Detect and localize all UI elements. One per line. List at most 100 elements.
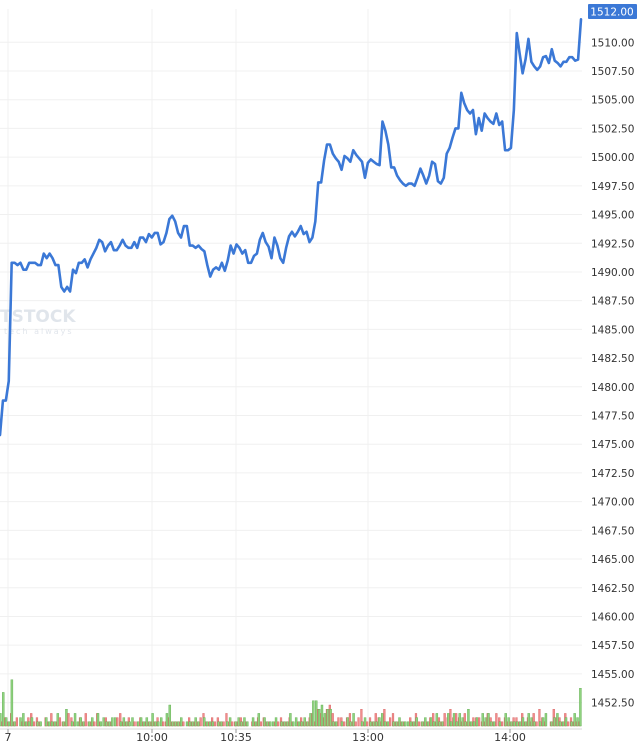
volume-bar-up bbox=[62, 721, 65, 727]
y-tick-label: 1472.50 bbox=[591, 468, 634, 480]
volume-bar-up bbox=[139, 717, 143, 727]
volume-bar-down bbox=[116, 717, 119, 727]
volume-bar-up bbox=[79, 717, 83, 727]
volume-bar-up bbox=[516, 721, 519, 727]
volume-bar-up bbox=[271, 721, 275, 727]
y-tick-label: 1452.50 bbox=[591, 698, 634, 710]
volume-bar-up bbox=[435, 713, 439, 727]
volume-bar-up bbox=[427, 721, 430, 727]
volume-bar-up bbox=[406, 721, 410, 727]
volume-bar-up bbox=[151, 713, 154, 727]
volume-bar-up bbox=[122, 717, 126, 727]
volume-bar-down bbox=[337, 717, 340, 727]
volume-bar-up bbox=[464, 721, 467, 727]
volume-bar-down bbox=[259, 721, 263, 727]
volume-bar-up bbox=[22, 713, 25, 727]
volume-bar-up bbox=[119, 721, 123, 727]
last-price-label: 1512.00 bbox=[590, 7, 633, 19]
volume-bar-up bbox=[458, 713, 462, 727]
volume-bar-up bbox=[7, 721, 11, 727]
volume-bar-up bbox=[263, 717, 266, 727]
volume-bar-up bbox=[48, 721, 51, 727]
volume-bar-up bbox=[185, 721, 189, 727]
volume-bar-up bbox=[564, 717, 568, 727]
volume-bar-up bbox=[148, 721, 151, 727]
volume-bar-up bbox=[518, 721, 522, 727]
volume-bar-up bbox=[237, 717, 240, 727]
volume-bar-up bbox=[208, 721, 212, 727]
volume-bar-up bbox=[432, 721, 436, 727]
volume-bar-down bbox=[389, 717, 392, 727]
volume-bar-up bbox=[470, 721, 473, 727]
y-tick-label: 1470.00 bbox=[591, 497, 634, 509]
y-tick-label: 1467.50 bbox=[591, 525, 634, 537]
volume-bar-down bbox=[93, 721, 96, 727]
volume-bar-up bbox=[283, 721, 286, 727]
volume-bar-down bbox=[84, 713, 87, 727]
volume-bar-up bbox=[553, 717, 556, 727]
volume-bar-up bbox=[125, 721, 128, 727]
volume-bar-up bbox=[191, 721, 194, 727]
volume-bar-down bbox=[277, 721, 280, 727]
volume-bar-up bbox=[228, 717, 232, 727]
volume-bar-up bbox=[472, 721, 476, 727]
volume-bar-up bbox=[541, 717, 545, 727]
y-tick-label: 1480.00 bbox=[591, 382, 634, 394]
y-tick-label: 1505.00 bbox=[591, 95, 634, 107]
volume-bar-up bbox=[493, 721, 496, 727]
watermark-text: TSTOCK bbox=[0, 307, 76, 327]
volume-bar-up bbox=[332, 721, 335, 727]
volume-bar-up bbox=[449, 721, 453, 727]
volume-bar-down bbox=[32, 721, 36, 727]
volume-bar-up bbox=[415, 717, 418, 727]
volume-bar-up bbox=[111, 717, 114, 727]
y-tick-label: 1482.50 bbox=[591, 353, 634, 365]
x-axis: 7 10:00 10:35 13:00 14:00 bbox=[0, 728, 582, 743]
volume-bar-up bbox=[211, 721, 215, 727]
volume-bar-down bbox=[366, 721, 369, 727]
volume-bar-up bbox=[234, 721, 238, 727]
volume-bar-up bbox=[363, 717, 367, 727]
volume-bar-up bbox=[274, 717, 278, 727]
x-tick-label: 10:35 bbox=[220, 731, 252, 743]
volume-bar-up bbox=[521, 717, 525, 727]
volume-bar-up bbox=[530, 717, 533, 727]
volume-bar-up bbox=[105, 721, 108, 727]
volume-bar-up bbox=[251, 717, 255, 727]
volume-bar-up bbox=[171, 721, 174, 727]
volume-bar-up bbox=[108, 721, 111, 727]
volume-bar-up bbox=[91, 717, 94, 727]
volume-bars bbox=[0, 679, 582, 727]
volume-bar-up bbox=[475, 717, 479, 727]
volume-bar-up bbox=[375, 721, 378, 727]
volume-bar-up bbox=[320, 704, 324, 727]
volume-bar-down bbox=[343, 721, 346, 727]
volume-bar-up bbox=[96, 713, 100, 727]
volume-bar-up bbox=[383, 721, 387, 727]
volume-bar-up bbox=[524, 721, 528, 727]
volume-bar-up bbox=[39, 721, 42, 727]
volume-bar-down bbox=[443, 713, 446, 727]
volume-bar-down bbox=[567, 721, 570, 727]
volume-bar-up bbox=[292, 721, 295, 727]
volume-bar-up bbox=[2, 692, 5, 727]
volume-bar-up bbox=[386, 721, 390, 727]
volume-bar-up bbox=[300, 721, 304, 727]
volume-bar-up bbox=[142, 721, 146, 727]
volume-bar-up bbox=[573, 713, 576, 727]
volume-bar-up bbox=[315, 700, 318, 727]
volume-bar-up bbox=[559, 721, 562, 727]
volume-bar-down bbox=[535, 721, 538, 727]
y-tick-label: 1475.00 bbox=[591, 439, 634, 451]
volume-bar-up bbox=[372, 721, 375, 727]
volume-bar-up bbox=[197, 721, 200, 727]
volume-bar-up bbox=[381, 713, 384, 727]
volume-bar-up bbox=[243, 717, 246, 727]
volume-bar-up bbox=[378, 717, 381, 727]
volume-bar-up bbox=[203, 717, 206, 727]
watermark: TSTOCK tech always bbox=[0, 307, 76, 336]
x-tick-label: 13:00 bbox=[352, 731, 384, 743]
volume-bar-down bbox=[213, 721, 217, 727]
y-tick-label: 1490.00 bbox=[591, 267, 634, 279]
volume-bar-up bbox=[484, 717, 487, 727]
